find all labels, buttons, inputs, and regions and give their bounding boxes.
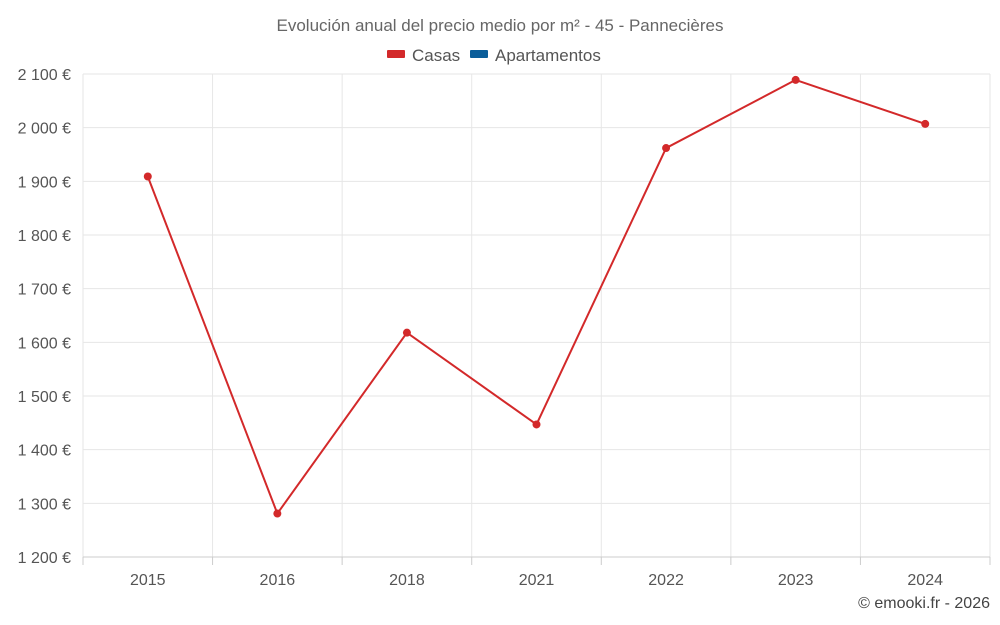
legend-label-apartamentos[interactable]: Apartamentos [495, 46, 601, 65]
data-point [143, 172, 152, 181]
x-tick-label: 2018 [389, 572, 425, 589]
chart-title: Evolución anual del precio medio por m² … [277, 16, 724, 35]
legend: Casas Apartamentos [387, 46, 601, 65]
x-tick-label: 2022 [648, 572, 684, 589]
y-tick-label: 1 400 € [18, 443, 71, 460]
x-tick-label: 2015 [130, 572, 166, 589]
y-gridlines [83, 73, 990, 504]
y-tick-label: 1 200 € [18, 550, 71, 567]
y-tick-label: 2 100 € [18, 67, 71, 84]
data-point [273, 509, 282, 518]
y-tick-label: 1 300 € [18, 496, 71, 513]
y-tick-label: 1 700 € [18, 282, 71, 299]
y-tick-label: 1 600 € [18, 335, 71, 352]
y-axis-labels: 1 200 € 1 300 € 1 400 € 1 500 € 1 600 € 1 700… [18, 67, 71, 567]
data-point [921, 119, 930, 128]
legend-swatch-apartamentos [470, 50, 488, 58]
x-gridlines [82, 74, 991, 557]
x-tick-label: 2016 [260, 572, 296, 589]
y-tick-label: 2 000 € [18, 121, 71, 138]
x-axis-labels: 2015 2016 2018 2021 2022 2023 2024 [82, 557, 991, 589]
data-point [532, 420, 541, 429]
y-tick-label: 1 800 € [18, 228, 71, 245]
x-tick-label: 2024 [907, 572, 943, 589]
x-tick-label: 2023 [778, 572, 814, 589]
series-casas [143, 75, 930, 518]
legend-swatch-casas [387, 50, 405, 58]
credits[interactable]: © emooki.fr - 2026 [858, 595, 990, 612]
x-tick-label: 2021 [519, 572, 555, 589]
data-point [791, 75, 800, 84]
y-tick-label: 1 500 € [18, 389, 71, 406]
data-point [662, 144, 671, 153]
data-point [402, 328, 411, 337]
legend-label-casas[interactable]: Casas [412, 46, 460, 65]
series-line-casas [146, 78, 926, 515]
y-tick-label: 1 900 € [18, 174, 71, 191]
